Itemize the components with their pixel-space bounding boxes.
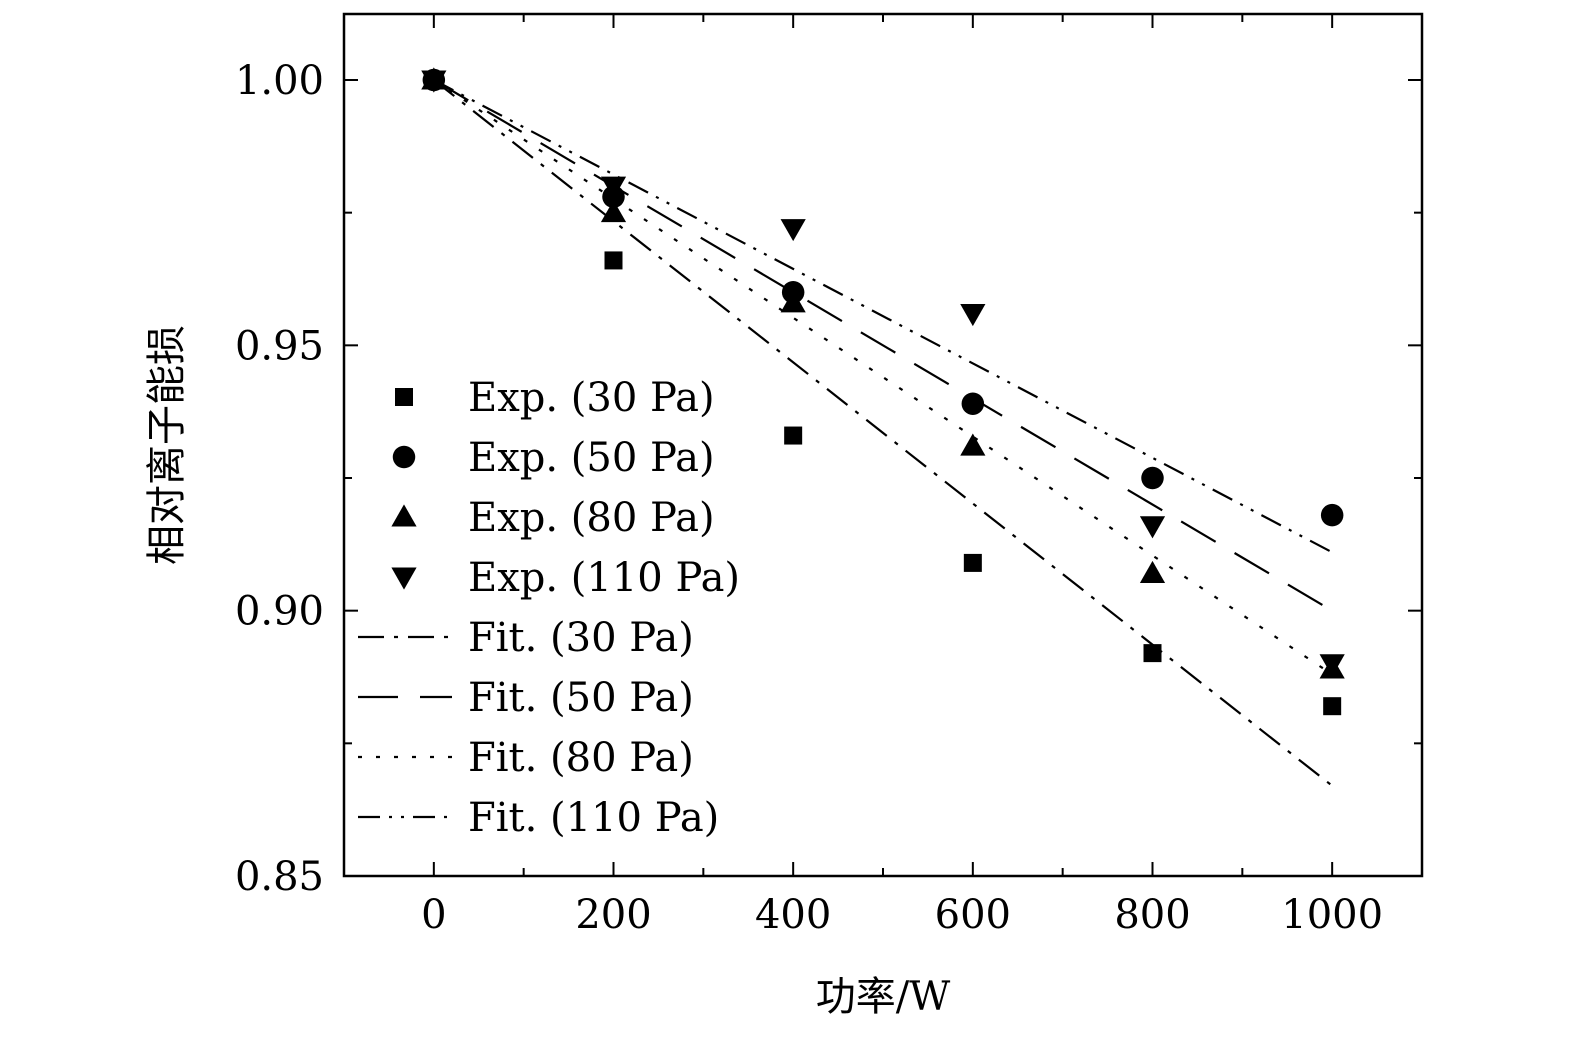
legend-label-2: Exp. (80 Pa) [468,495,715,541]
data-point-s2-4 [1139,560,1166,583]
legend-label-5: Fit. (50 Pa) [468,675,694,721]
data-point-s3-0 [421,70,447,93]
y-axis-label: 相对离子能损 [144,325,190,565]
legend-label-6: Fit. (80 Pa) [468,735,694,781]
legend-symbol-3 [391,567,417,590]
data-points [421,67,1345,716]
legend-label-4: Fit. (30 Pa) [468,615,694,661]
data-point-s3-4 [1139,516,1166,539]
legend: Exp. (30 Pa) Exp. (50 Pa) Exp. (80 Pa) Exp.… [358,375,740,841]
x-tick-label: 200 [575,892,651,938]
data-point-s3-1 [600,176,627,199]
data-point-s0-3 [963,553,982,572]
legend-label-0: Exp. (30 Pa) [468,375,715,421]
data-point-s1-5 [1320,503,1344,527]
fit-line-7 [433,79,1333,554]
data-point-s2-2 [780,290,806,313]
data-point-s0-1 [604,251,623,270]
data-point-s0-4 [1143,644,1162,663]
fit-lines [433,79,1333,787]
legend-symbol-0 [395,388,413,406]
data-point-s3-5 [1319,654,1345,677]
x-tick-label: 600 [935,892,1011,938]
data-point-s0-5 [1323,697,1342,716]
y-tick-label: 1.00 [235,58,324,104]
x-tick-label: 0 [421,892,446,938]
data-point-s1-3 [961,392,985,415]
y-tick-label: 0.85 [235,854,324,900]
legend-label-3: Exp. (110 Pa) [468,555,740,601]
legend-label-7: Fit. (110 Pa) [468,795,719,841]
x-axis-label: 功率/W [816,974,951,1020]
fit-line-4 [433,79,1333,787]
data-point-s1-4 [1141,466,1164,490]
fit-line-5 [433,79,1333,612]
data-point-s0-2 [784,426,803,445]
x-tick-label: 1000 [1281,892,1383,938]
data-point-s3-2 [780,219,806,242]
x-tick-label: 400 [755,892,831,938]
y-tick-label: 0.95 [235,323,324,369]
y-tick-label: 0.90 [235,589,324,635]
data-point-s2-1 [600,200,627,223]
legend-symbol-1 [392,445,416,469]
data-point-s3-3 [960,304,986,327]
legend-symbol-2 [391,504,417,527]
legend-label-1: Exp. (50 Pa) [468,435,715,481]
axis-ticks: 0 200 400 600 800 1000 0.85 0.90 0.95 1.00 [235,14,1422,938]
x-tick-label: 800 [1114,892,1190,938]
data-point-s2-3 [960,433,986,456]
